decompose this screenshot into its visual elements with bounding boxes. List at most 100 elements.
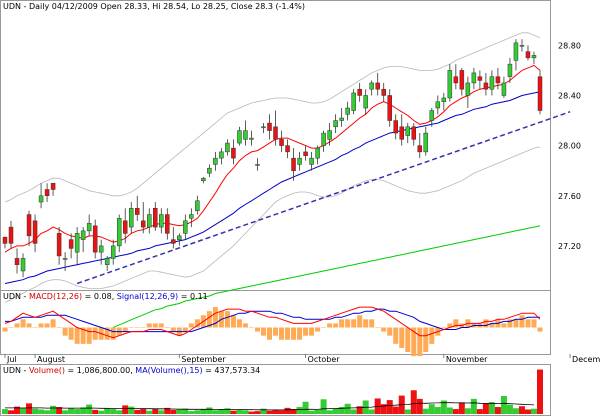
- lower-band-line: [4, 146, 541, 303]
- volume-bar-up: [206, 407, 213, 414]
- candle-up: [237, 130, 242, 144]
- candle-down: [291, 157, 296, 171]
- candle-up: [219, 151, 224, 159]
- volume-bar-up: [404, 409, 411, 414]
- candle-up: [465, 82, 471, 96]
- volume-bar-up: [530, 408, 537, 414]
- volume-bar-up: [98, 410, 105, 414]
- volume-bar-up: [320, 399, 327, 414]
- volume-bar-up: [428, 404, 435, 414]
- macd-histogram-bar: [399, 327, 405, 348]
- candle-down: [50, 182, 56, 190]
- macd-histogram-bar: [32, 327, 38, 328]
- macd-histogram-bar: [303, 327, 309, 336]
- volume-bar-up: [260, 408, 267, 414]
- candle-up: [183, 220, 188, 234]
- volume-bar-up: [506, 404, 513, 414]
- volume-bar-down: [8, 410, 15, 414]
- candle-down: [357, 88, 362, 96]
- macd-histogram-bar: [309, 327, 315, 336]
- volume-bar-down: [278, 410, 285, 414]
- volume-bar-up: [74, 409, 81, 414]
- candle-up: [74, 233, 80, 253]
- candle-up: [441, 97, 447, 102]
- macd-histogram-bar: [297, 327, 303, 340]
- macd-title-signal: Signal(12,26,9): [117, 292, 178, 301]
- candle-up: [345, 107, 350, 115]
- volume-bar-up: [470, 398, 477, 414]
- price-title: UDN - Daily 04/12/2009 Open 28.33, Hi 28…: [3, 2, 305, 11]
- volume-bar-down: [524, 409, 531, 414]
- macd-histogram-bar: [134, 327, 140, 328]
- candle-down: [165, 214, 170, 234]
- support-trendline: [76, 111, 571, 285]
- volume-bar-down: [476, 409, 483, 414]
- candle-up: [447, 70, 453, 99]
- macd-histogram-bar: [405, 327, 411, 352]
- candle-down: [56, 233, 62, 257]
- candle-up: [351, 92, 356, 111]
- candle-down: [26, 214, 32, 237]
- volume-bar-down: [164, 407, 171, 414]
- candle-up: [128, 208, 134, 228]
- candle-up: [177, 235, 182, 240]
- volume-bar-up: [236, 409, 243, 414]
- candle-down: [122, 220, 128, 234]
- candle-down: [417, 145, 423, 153]
- volume-bar-up: [104, 407, 111, 414]
- volume-bar-up: [182, 408, 189, 414]
- macd-lines: [4, 306, 541, 339]
- macd-histogram-bar: [266, 327, 272, 340]
- candle-down: [459, 70, 465, 90]
- macd-histogram-bar: [182, 327, 188, 332]
- candle-down: [171, 239, 176, 244]
- volume-bar-down: [56, 407, 63, 414]
- volume-bar-up: [158, 410, 165, 414]
- candle-up: [513, 42, 519, 61]
- volume-bar-up: [338, 407, 345, 414]
- upper-band-line: [4, 32, 541, 203]
- volume-bar-down: [152, 409, 159, 414]
- macd-title: UDN - MACD(12,26) = 0.08, Signal(12,26,9…: [3, 292, 208, 301]
- volume-bar-up: [314, 409, 321, 414]
- macd-histogram-bar: [224, 311, 230, 328]
- candle-down: [411, 126, 417, 140]
- macd-histogram-bar: [74, 327, 80, 344]
- macd-histogram-bar: [80, 327, 86, 344]
- candle-up: [147, 214, 152, 228]
- macd-histogram: [2, 307, 543, 357]
- macd-histogram-bar: [104, 327, 110, 340]
- volume-bar-down: [458, 402, 465, 414]
- macd-histogram-bar: [489, 323, 495, 328]
- macd-histogram-bar: [8, 327, 14, 328]
- macd-histogram-bar: [507, 319, 513, 328]
- macd-histogram-bar: [531, 319, 537, 328]
- candle-down: [2, 236, 8, 244]
- volume-bar-down: [26, 403, 33, 414]
- volume-bar-down: [254, 411, 261, 414]
- volume-bar-up: [20, 407, 27, 414]
- macd-histogram-bar: [14, 323, 20, 328]
- candle-down: [381, 88, 386, 96]
- candle-up: [38, 195, 44, 203]
- candle-up: [339, 117, 344, 121]
- volume-bar-up: [242, 410, 249, 414]
- volume-bars: [2, 369, 543, 414]
- volume-bar-up: [68, 408, 75, 414]
- mid-ma-line: [4, 91, 541, 284]
- candle-down: [44, 189, 50, 197]
- volume-bar-down: [290, 409, 297, 414]
- price-axis: 28.80 28.40 28.00 27.60 27.20: [558, 41, 581, 251]
- candle-down: [273, 126, 278, 140]
- candle-up: [309, 157, 314, 165]
- macd-histogram-bar: [146, 323, 152, 328]
- date-label: November: [446, 355, 488, 364]
- candle-up: [195, 200, 200, 212]
- macd-histogram-bar: [188, 323, 194, 328]
- candle-down: [141, 220, 146, 228]
- signal-line: [5, 308, 540, 333]
- candle-down: [525, 51, 531, 59]
- volume-bar-down: [134, 409, 141, 414]
- candle-up: [207, 167, 212, 174]
